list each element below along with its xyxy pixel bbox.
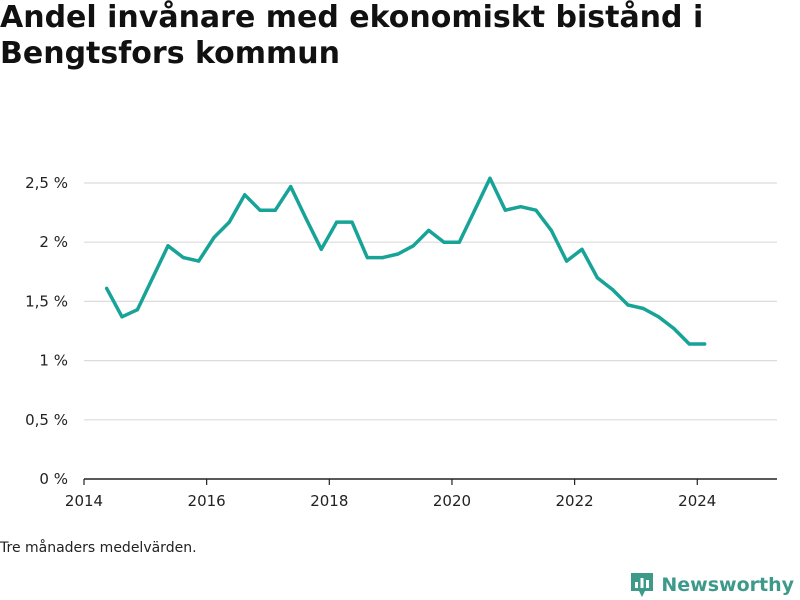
data-point [319,247,323,251]
data-point [166,244,170,248]
data-point [703,342,707,346]
x-tick-label: 2014 [65,492,103,510]
y-tick-label: 1,5 % [25,292,68,310]
chart-title: Andel invånare med ekonomiskt bistånd i … [0,0,704,71]
data-point [411,244,415,248]
data-point [519,205,523,209]
y-tick-label: 1 % [39,352,68,370]
x-tick-label: 2024 [678,492,716,510]
data-point [473,208,477,212]
data-point [457,240,461,244]
y-tick-label: 2,5 % [25,174,68,192]
data-point [289,184,293,189]
data-point [549,228,553,232]
brand-name: Newsworthy [661,574,794,596]
data-point [626,303,630,307]
data-point [335,220,339,224]
data-point [120,315,124,319]
x-tick-label: 2020 [433,492,471,510]
data-point [611,287,615,292]
data-point [580,247,584,251]
data-point [503,208,507,212]
data-point [657,315,661,319]
data-point [381,255,385,260]
data-point [672,327,676,331]
series-line [104,176,707,346]
brand-logo[interactable]: Newsworthy [629,570,794,600]
data-point [687,342,691,346]
data-point [273,208,277,212]
data-point [304,216,308,221]
data-point [350,220,354,224]
footnote: Tre månaders medelvärden. [0,540,197,556]
newsworthy-logo-icon [631,573,654,597]
data-point [534,208,538,212]
x-tick-label: 2018 [310,492,348,510]
data-point [442,240,446,244]
data-point [135,308,139,312]
x-tick-label: 2022 [556,492,594,510]
data-point [258,208,262,212]
data-point [427,228,431,232]
y-tick-label: 0,5 % [25,411,68,429]
data-point [488,176,492,180]
x-tick-label: 2016 [188,492,226,510]
line-chart: 0 % 0,5 % 1 % 1,5 % 2 % 2,5 % 2014 2016 2018 2020… [25,174,777,510]
data-point [396,252,400,256]
y-tick-label: 2 % [39,233,68,251]
data-point [151,276,155,280]
data-point [243,193,247,197]
data-point [641,306,645,311]
data-point [181,255,185,260]
data-point [105,286,109,290]
data-point [197,259,201,263]
data-point [565,259,569,263]
data-point [365,255,369,260]
data-point [595,276,599,280]
y-tick-label: 0 % [39,470,68,488]
data-point [227,220,231,224]
data-point [212,235,216,240]
